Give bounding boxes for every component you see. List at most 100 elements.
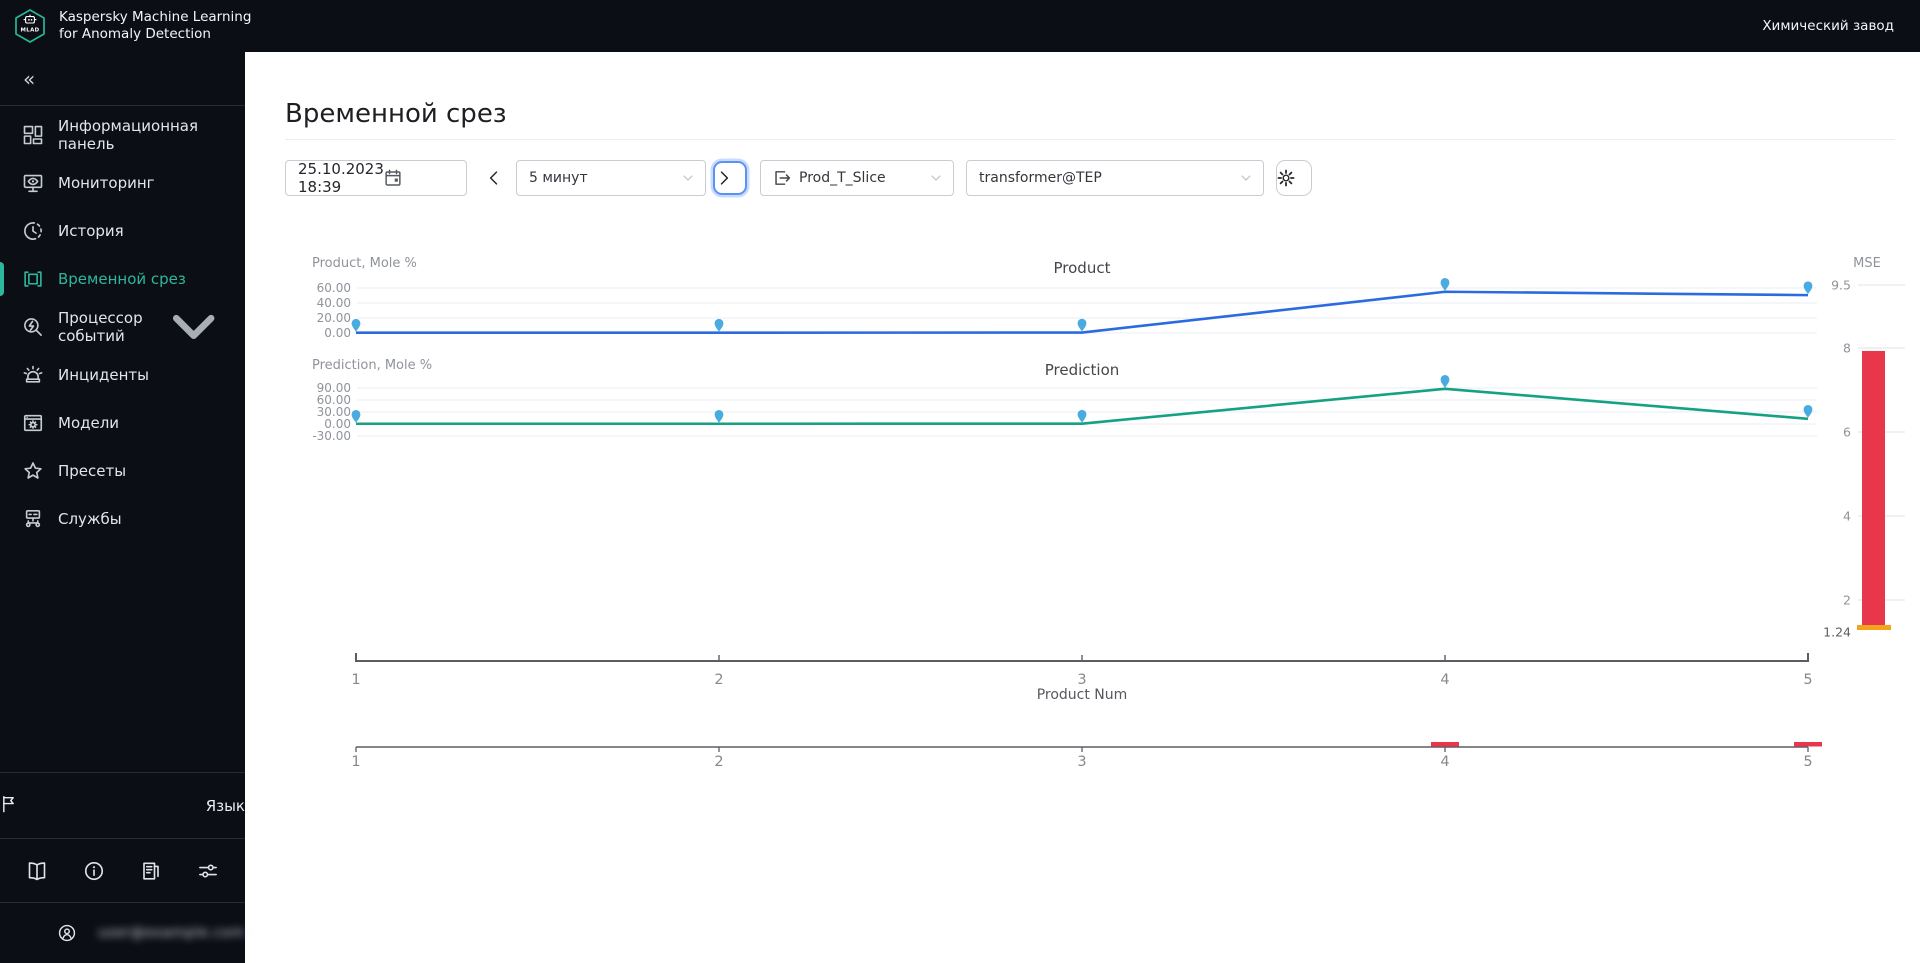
gear-icon bbox=[1277, 169, 1311, 187]
x-axis-title: Product Num bbox=[1037, 687, 1128, 703]
datetime-value: 25.10.2023 18:39 bbox=[298, 160, 384, 196]
overview-tick-label: 5 bbox=[1803, 754, 1812, 770]
interval-select[interactable]: 5 минут bbox=[516, 160, 706, 196]
y-tick-label: 20.00 bbox=[317, 311, 351, 325]
series-title: Prediction bbox=[1045, 361, 1120, 379]
y-tick-label: 60.00 bbox=[317, 281, 351, 295]
mse-gauge: 9.5 8 6 4 2 MSE 1.24 bbox=[1823, 256, 1905, 639]
slice-value: Prod_T_Slice bbox=[799, 170, 886, 186]
services-icon bbox=[23, 509, 43, 529]
sidebar-item-services[interactable]: Службы bbox=[0, 495, 245, 543]
sidebar-item-label: Процессор событий bbox=[58, 309, 143, 345]
sidebar-item-label: Пресеты bbox=[58, 462, 127, 480]
sidebar-item-label: Модели bbox=[58, 414, 120, 432]
chevron-right-icon bbox=[715, 169, 745, 187]
mse-title: MSE bbox=[1853, 256, 1881, 271]
app-title: Kaspersky Machine Learning for Anomaly D… bbox=[59, 9, 251, 43]
overview-axis[interactable]: 1 2 3 4 5 bbox=[351, 742, 1822, 770]
flag-icon bbox=[0, 795, 195, 817]
dashboard-icon bbox=[23, 125, 43, 145]
x-tick-label: 1 bbox=[351, 672, 360, 688]
app-title-line1: Kaspersky Machine Learning bbox=[59, 9, 252, 25]
chart-settings-button[interactable] bbox=[1276, 160, 1312, 196]
language-label: Язык bbox=[205, 796, 245, 815]
slice-select[interactable]: Prod_T_Slice bbox=[760, 160, 954, 196]
sidebar-item-monitoring[interactable]: Мониторинг bbox=[0, 159, 245, 207]
sidebar-spacer bbox=[0, 543, 245, 772]
y-tick-label: -30.00 bbox=[312, 429, 351, 443]
history-icon bbox=[23, 221, 43, 241]
series-title: Product bbox=[1054, 259, 1111, 277]
sidebar-item-history[interactable]: История bbox=[0, 207, 245, 255]
manual-icon[interactable] bbox=[27, 861, 47, 881]
x-tick-label: 5 bbox=[1803, 672, 1812, 688]
y-tick-label: 0.00 bbox=[324, 326, 351, 340]
monitoring-icon bbox=[23, 173, 43, 193]
user-email-blurred: user@example.com bbox=[97, 925, 245, 941]
sidebar-divider bbox=[0, 838, 245, 839]
sidebar-nav: Информационная панель Мониторинг История Вр… bbox=[0, 106, 245, 543]
sidebar-item-models[interactable]: Модели bbox=[0, 399, 245, 447]
datetime-input[interactable]: 25.10.2023 18:39 bbox=[285, 160, 467, 196]
sidebar-item-label: Службы bbox=[58, 510, 122, 528]
sidebar-item-label: Инциденты bbox=[58, 366, 149, 384]
mse-threshold-marker bbox=[1857, 625, 1891, 630]
incidents-icon bbox=[23, 365, 43, 385]
sidebar-item-incidents[interactable]: Инциденты bbox=[0, 351, 245, 399]
mse-tick-label: 2 bbox=[1843, 592, 1851, 607]
previous-step-button[interactable] bbox=[485, 169, 503, 187]
mse-bar bbox=[1862, 350, 1885, 629]
y-tick-label: 60.00 bbox=[317, 393, 351, 407]
model-select[interactable]: transformer@TEP bbox=[966, 160, 1264, 196]
mse-tick-label: 8 bbox=[1843, 340, 1851, 355]
sidebar-collapse-button[interactable]: « bbox=[0, 52, 245, 105]
site-name[interactable]: Химический завод bbox=[1762, 18, 1894, 34]
header-divider bbox=[285, 139, 1895, 140]
user-account[interactable]: user@example.com bbox=[0, 903, 245, 963]
mlad-logo-icon: MLAD bbox=[15, 9, 45, 43]
data-point-pin-icon bbox=[714, 318, 724, 332]
app-brand: MLAD Kaspersky Machine Learning for Anom… bbox=[0, 7, 251, 45]
overview-tick-label: 1 bbox=[351, 754, 360, 770]
calendar-icon[interactable] bbox=[384, 169, 456, 187]
news-icon[interactable] bbox=[141, 861, 161, 881]
sidebar: « Информационная панель Мониторинг История… bbox=[0, 52, 245, 963]
anomaly-mark bbox=[1431, 742, 1459, 747]
sidebar-footer-icons bbox=[0, 839, 245, 902]
sidebar-item-dashboard[interactable]: Информационная панель bbox=[0, 111, 245, 159]
x-tick-label: 3 bbox=[1077, 672, 1086, 688]
y-axis-label: Product, Mole % bbox=[312, 256, 417, 271]
data-point-pin-icon bbox=[1077, 318, 1087, 332]
language-button[interactable]: Язык bbox=[0, 773, 245, 838]
data-point-pin-icon bbox=[351, 318, 361, 332]
mse-threshold-label: 1.24 bbox=[1823, 624, 1851, 639]
data-point-pin-icon bbox=[1077, 409, 1087, 423]
series-line bbox=[356, 290, 1809, 334]
sidebar-divider bbox=[0, 902, 245, 903]
about-icon[interactable] bbox=[84, 861, 104, 881]
sidebar-item-label: История bbox=[58, 222, 124, 240]
data-point-pin-icon bbox=[351, 409, 361, 423]
y-tick-label: 0.00 bbox=[324, 417, 351, 431]
sidebar-item-time-slice[interactable]: Временной срез bbox=[0, 255, 245, 303]
settings-icon[interactable] bbox=[198, 861, 218, 881]
overview-tick-label: 4 bbox=[1440, 754, 1449, 770]
chevron-down-icon bbox=[1238, 170, 1254, 186]
app-title-line2: for Anomaly Detection bbox=[59, 26, 211, 42]
main-content: Временной срез 25.10.2023 18:39 5 минут … bbox=[245, 52, 1920, 963]
sidebar-item-label: Мониторинг bbox=[58, 174, 155, 192]
data-point-pin-icon bbox=[1440, 375, 1450, 388]
top-bar: MLAD Kaspersky Machine Learning for Anom… bbox=[0, 0, 1920, 52]
data-point-pin-icon bbox=[1803, 405, 1813, 418]
collapse-chevrons-icon: « bbox=[23, 66, 36, 91]
sidebar-item-event-processor[interactable]: Процессор событий bbox=[0, 303, 245, 351]
series-line bbox=[356, 387, 1809, 426]
overview-tick-label: 2 bbox=[714, 754, 723, 770]
next-step-button[interactable] bbox=[713, 161, 747, 195]
sidebar-item-presets[interactable]: Пресеты bbox=[0, 447, 245, 495]
page-title: Временной срез bbox=[285, 99, 507, 130]
interval-value: 5 минут bbox=[529, 170, 588, 186]
